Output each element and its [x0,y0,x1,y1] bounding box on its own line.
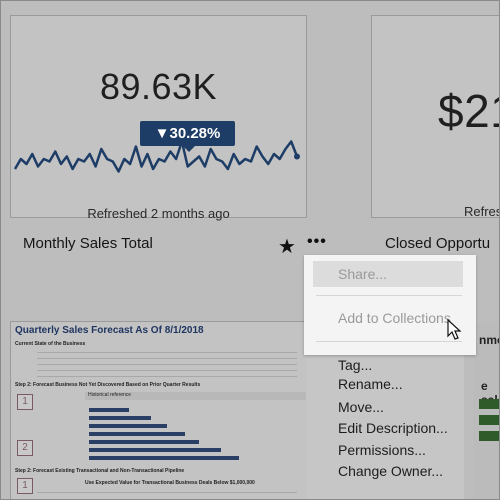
sparkline-series [13,140,299,173]
step-number: 2 [17,440,33,456]
menu-item-change-owner[interactable]: Change Owner... [338,463,444,479]
menu-item-move[interactable]: Move... [338,399,384,415]
more-icon[interactable]: ••• [307,233,327,250]
report-title: Quarterly Sales Forecast As Of 8/1/2018 [15,325,204,336]
menu-item-tag[interactable]: Tag... [338,357,373,373]
refreshed-label: Refres [464,204,500,219]
menu-item-permissions[interactable]: Permissions... [338,442,426,458]
refreshed-label: Refreshed 2 months ago [87,206,230,221]
report-subtitle: Current State of the Business [15,341,86,347]
menu-divider [316,341,462,342]
menu-item-share[interactable]: Share... [313,261,463,287]
report-thumbnail-right[interactable] [473,323,499,499]
metric-value: 89.63K [99,66,218,107]
menu-item-edit-description[interactable]: Edit Description... [338,420,448,436]
menu-item-rename[interactable]: Rename... [338,376,403,392]
menu-divider [316,295,462,296]
report-section-label: Historical reference [85,392,307,400]
sparkline-end-point [294,153,300,160]
metric-card-sales[interactable]: 89.63K ▼30.28% Refreshed 2 months ago [10,15,307,221]
menu-item-add-to-collections[interactable]: Add to Collections [338,310,451,326]
step-number: 1 [17,394,33,410]
right-fragment-a: nmen [479,333,499,347]
green-bar [479,399,499,409]
metric-value: $21 [438,85,499,137]
item-title-opportunities[interactable]: Closed Opportu [385,235,491,252]
report-note: Use Expected Value for Transactional Bus… [85,480,255,486]
report-thumbnail[interactable]: Quarterly Sales Forecast As Of 8/1/2018 … [10,321,309,499]
step-number: 1 [17,478,33,494]
context-menu [306,353,464,499]
metric-delta-badge: ▼30.28% [140,121,235,152]
green-bar [479,431,499,441]
cursor-icon [447,319,462,340]
report-step-2: Step 2: Forecast Business Not Yet Discov… [15,382,201,388]
metric-card-opportunities[interactable]: $21 Refres [371,15,500,219]
green-bar [479,415,499,425]
sparkline-chart [13,140,300,173]
star-icon[interactable]: ★ [278,236,296,258]
item-title-sales[interactable]: Monthly Sales Total [23,235,153,252]
report-step-3: Step 2: Forecast Existing Transactional … [15,468,185,474]
